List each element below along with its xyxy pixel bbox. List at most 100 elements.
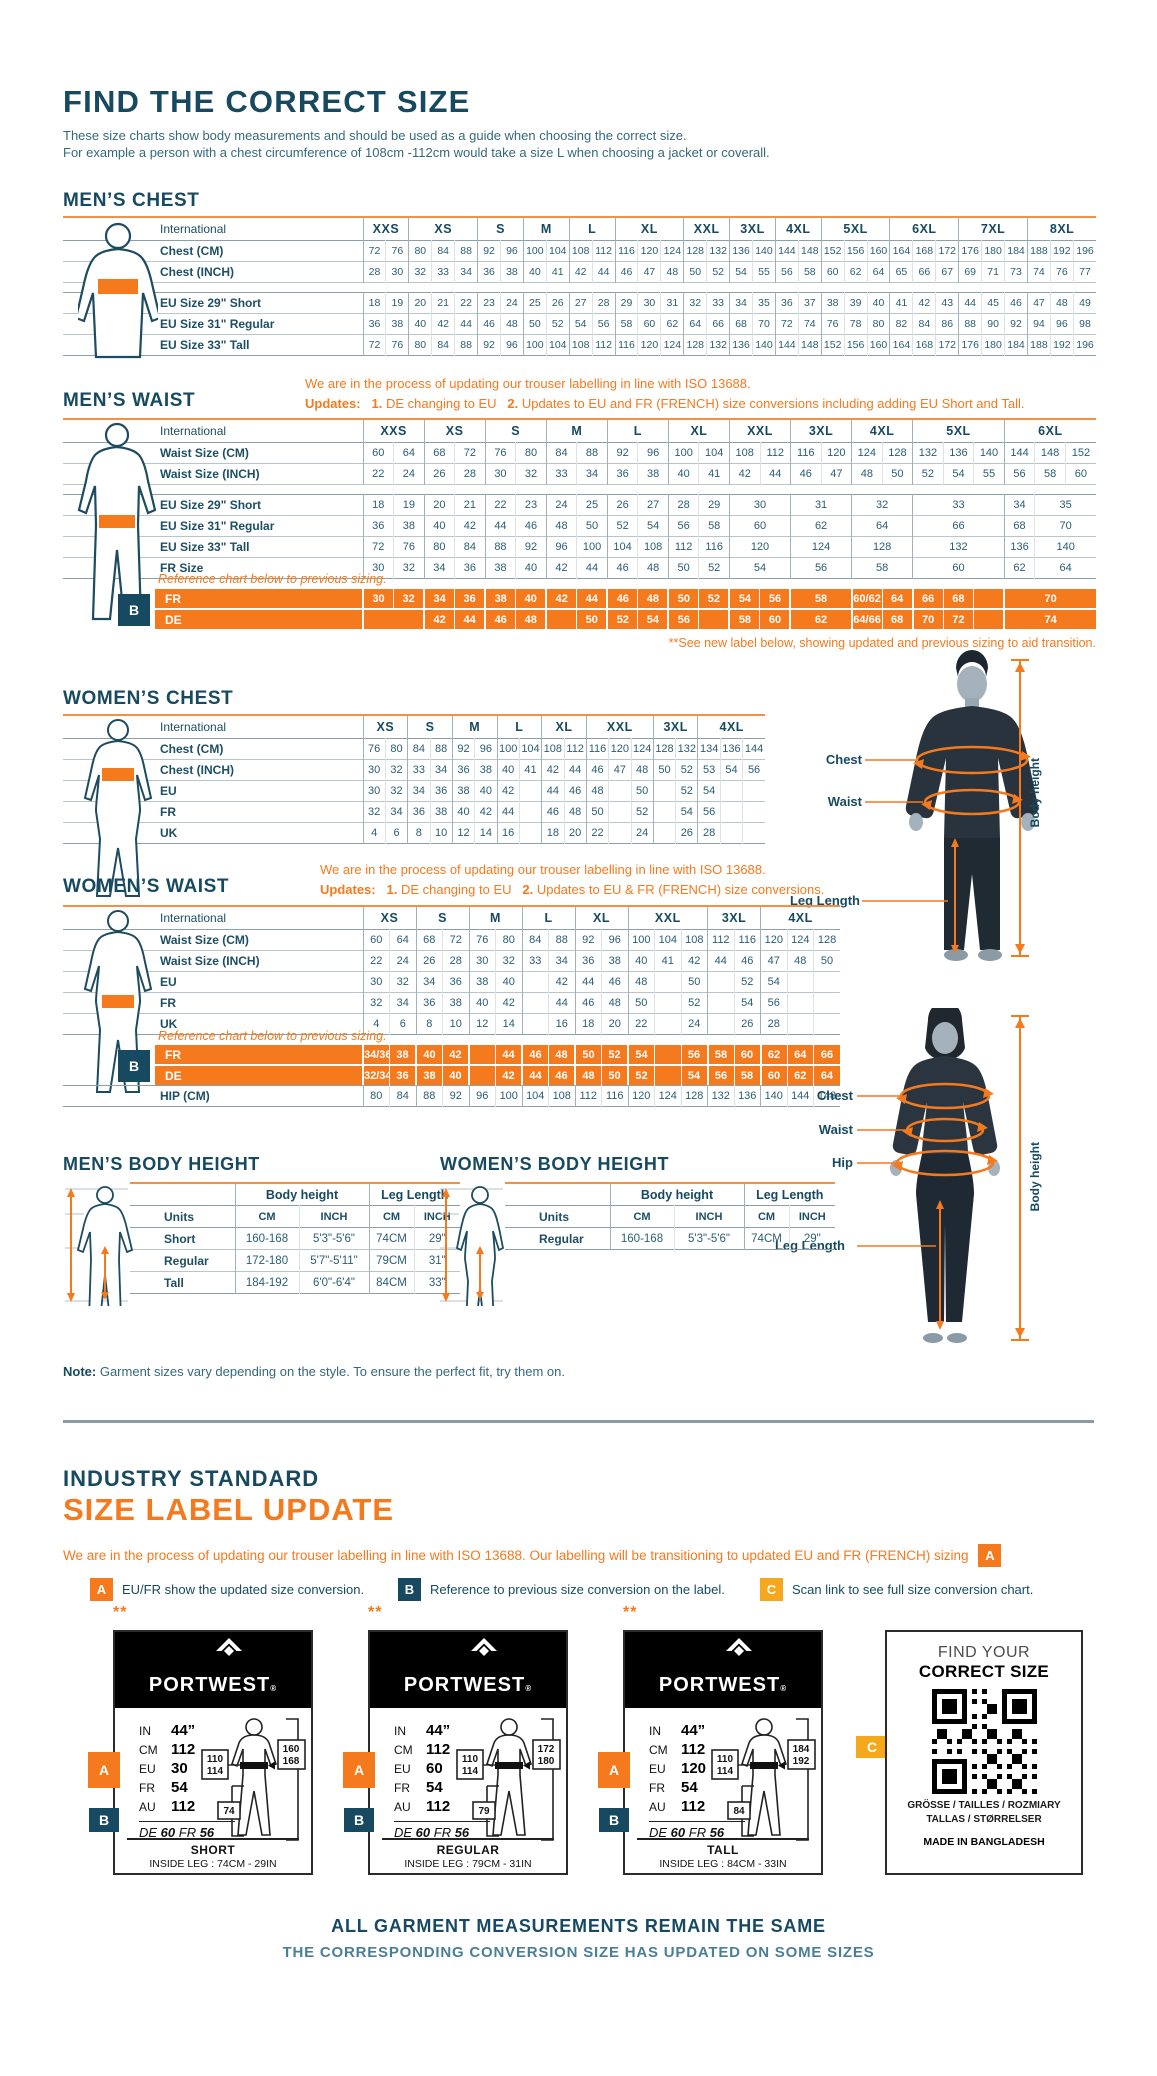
qr-languages-2: TALLAS / STØRRELSER [926,1814,1042,1825]
table-row: FR 30 32 34 36 38 40 42 44 46 48 50 52 54 56 58 60/62 64 6… [155,589,1096,609]
size-column-header: S [407,715,453,739]
size-column-header: L [521,906,576,930]
badge-a: A [598,1752,630,1788]
womens-waist-table: International XS S M L XL XXL 3XL 4XL Waist Size … [63,905,841,1035]
size-values: IN 44” CM 112 EU 30 FR 54 AU 112 [139,1722,195,1817]
size-value-row: FR 54 [139,1779,188,1796]
industry-heading-2: SIZE LABEL UPDATE [63,1492,395,1527]
waist-band [99,515,135,528]
size-column-header: 3XL [652,715,698,739]
industry-heading-1: INDUSTRY STANDARD [63,1466,320,1491]
size-column-header: M [451,715,497,739]
womens-chest-figure [83,719,153,897]
garment-note: Note: Garment sizes vary depending on th… [63,1364,565,1379]
table-row [63,283,1097,293]
svg-text:168: 168 [283,1756,300,1767]
group-header: Leg Length [368,1183,461,1206]
mens-chest-figure [78,222,158,359]
badge-b: B [599,1808,629,1832]
badge-b-mens: B [118,594,150,626]
size-value-row: IN 44” [139,1722,196,1739]
transition-stars: ** [368,1604,383,1621]
size-value-row: CM 112 [139,1741,196,1758]
row-label: Chest (INCH) [160,763,234,777]
svg-text:172: 172 [538,1744,555,1755]
mens-waist-reference-table: FR 30 32 34 36 38 40 42 44 46 48 50 52 54 56 58 60/62 64 6… [155,589,1096,629]
womens-waist-reference-mount: FR 34/36 38 40 42 44 46 48 50 52 54 56 58 60 62 64 66 DE 3… [155,1045,840,1085]
qr-languages-1: GRÖSSE / TAILLES / ROZMIARY [907,1800,1061,1811]
badge-b: B [89,1808,119,1832]
mens-body-height-table-mount: Body height Leg Length Units CM INCH CM INCH Sh… [130,1182,461,1294]
table-row: EU Size 33" Tall 72 76 80 84 88 92 96 100 104 108 1… [63,334,1097,356]
page-title: FIND THE CORRECT SIZE [63,84,471,119]
row-label: FR [155,589,364,609]
size-column-header: M [545,419,608,443]
table-row: Waist Size (CM) 60 64 68 72 76 80 84 88 92 96 100 10… [63,929,841,951]
svg-text:74: 74 [223,1806,235,1817]
header-label: International [160,222,227,236]
badge-b-womens: B [118,1050,150,1082]
note-label: Note: [63,1364,97,1379]
size-column-header: 3XL [707,906,761,930]
table-row: FR Size 30 32 34 36 38 40 42 44 46 48 50 52 54 56 58 60 6… [63,557,1096,579]
table-row: Waist Size (INCH) 22 24 26 28 30 32 33 34 36 38 40 4… [63,463,1096,485]
women-waist-label: Waist [818,1122,853,1137]
size-column-header: 6XL [889,217,959,241]
updates-label: Updates: [305,396,361,411]
table-row: Waist Size (INCH) 22 24 26 28 30 32 33 34 36 38 40 4… [63,950,841,972]
size-value-row: EU 60 [394,1760,443,1777]
size-column-header: XS [362,715,408,739]
size-column-header: 4XL [774,217,822,241]
section-divider [63,1420,1094,1423]
row-label: EU Size 33" Tall [160,338,250,352]
card-divider [127,1838,299,1840]
womens-body-height-title: WOMEN’S BODY HEIGHT [440,1154,670,1174]
womens-hip-table: HIP (CM) 80 84 88 92 96 100 104 108 112 116 120 124 1… [63,1085,840,1107]
row-label: EU [160,975,177,989]
mens-waist-table: International XXS XS S M L XL XXL 3XL 4XL 5XL 6XL Wa… [63,418,1096,579]
fit-name: TALL [707,1843,739,1857]
size-column-header: S [415,906,469,930]
row-label: Waist Size (INCH) [160,954,260,968]
men-waist-label: Waist [827,794,862,809]
group-header-row: Body height Leg Length [505,1183,836,1206]
badge-a-icon: A [90,1578,113,1601]
womens-waist-iso-note: We are in the process of updating our tr… [320,862,766,877]
legend-b-text: Reference to previous size conversion on… [430,1582,725,1597]
card-divider [637,1838,809,1840]
garment-size-label-card: PORTWEST® IN 44” CM 112 EU 60 FR 54 AU 112 DE 60 FR… [368,1630,568,1875]
row-label: FR [160,805,176,819]
svg-text:160: 160 [283,1744,300,1755]
row-label: DE [155,609,364,629]
svg-text:110: 110 [462,1754,479,1765]
row-label: EU Size 33" Tall [160,540,250,554]
size-values: IN 44” CM 112 EU 120 FR 54 AU 112 [649,1722,706,1817]
men-body-height-label: Body height [1028,758,1042,828]
size-column-header: XL [614,217,684,241]
inside-leg-text: INSIDE LEG : 79CM - 31IN [404,1858,532,1870]
size-value-row: IN 44” [394,1722,451,1739]
qr-origin: MADE IN BANGLADESH [923,1836,1045,1848]
legend-c-text: Scan link to see full size conversion ch… [792,1582,1034,1597]
size-column-header: XXL [585,715,654,739]
update-2-number: 2. [522,882,534,897]
row-label: Waist Size (CM) [160,933,249,947]
garment-size-label-card: PORTWEST® IN 44” CM 112 EU 30 FR 54 AU 112 DE 60 FR… [113,1630,313,1875]
row-label: DE [155,1065,363,1085]
size-value-row: EU 120 [649,1760,707,1777]
industry-paragraph: We are in the process of updating our tr… [63,1544,1002,1567]
mens-chest-title: MEN’S CHEST [63,190,200,211]
size-value-row: CM 112 [394,1741,451,1758]
portwest-wordmark: PORTWEST® [403,1674,533,1696]
table-row: DE 42 44 46 48 50 52 54 56 58 60 62 64/66 68 70 72 74 [155,609,1096,629]
update-1-number: 1. [371,396,383,411]
header-label: International [160,911,227,925]
table-row: Waist Size (CM) 60 64 68 72 76 80 84 88 92 96 100 10… [63,442,1096,464]
svg-text:110: 110 [717,1754,734,1765]
table-header-row: International XS S M L XL XXL 3XL 4XL [63,906,841,930]
size-value-row: AU 112 [394,1798,451,1815]
size-column-header: 5XL [912,419,1005,443]
table-row: UK 4 6 8 10 12 14 16 18 20 22 24 26 28 [63,1013,841,1035]
row-label: Chest (CM) [160,742,224,756]
